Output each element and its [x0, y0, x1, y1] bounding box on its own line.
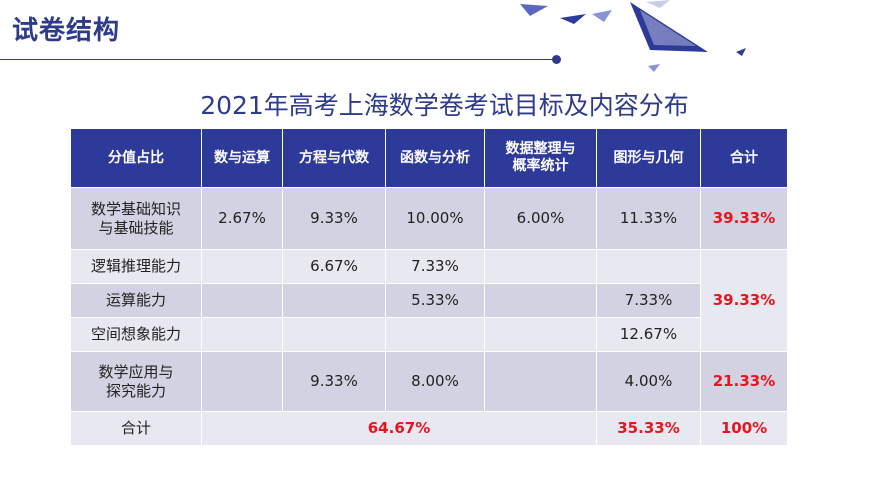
score-distribution-table: 分值占比 数与运算 方程与代数 函数与分析 数据整理与 概率统计 图形与几何 合… — [70, 128, 788, 446]
table-cell — [484, 283, 597, 318]
table-cell — [484, 249, 597, 284]
deco-triangle-small-1 — [520, 4, 548, 16]
deco-triangle-small-3 — [592, 10, 612, 22]
table-cell: 12.67% — [596, 317, 701, 352]
deco-triangle-small-2 — [560, 14, 586, 24]
table-cell — [201, 249, 283, 284]
header-divider — [0, 59, 560, 60]
header-cell: 分值占比 — [70, 128, 202, 188]
table-cell: 9.33% — [282, 187, 386, 250]
header-cell: 数与运算 — [201, 128, 283, 188]
deco-triangle-small-5 — [736, 48, 746, 56]
table-cell — [484, 317, 597, 352]
row-total: 39.33% — [700, 187, 788, 250]
table-row-sum: 合计 64.67% 35.33% 100% — [70, 411, 788, 446]
header-divider-dot — [552, 55, 561, 64]
table-cell: 2.67% — [201, 187, 283, 250]
decorative-triangles — [520, 0, 746, 72]
header-title: 试卷结构 — [12, 16, 121, 46]
group-total: 39.33% — [700, 249, 788, 352]
table-cell — [282, 283, 386, 318]
table-row: 数学基础知识 与基础技能 2.67% 9.33% 10.00% 6.00% 11… — [70, 187, 788, 250]
header-cell: 函数与分析 — [385, 128, 485, 188]
sum-cell: 35.33% — [596, 411, 701, 446]
row-label: 数学应用与 探究能力 — [70, 351, 202, 412]
table-row: 逻辑推理能力 6.67% 7.33% 39.33% — [70, 249, 788, 352]
table-cell: 7.33% — [385, 249, 485, 284]
table-cell — [201, 283, 283, 318]
deco-triangle-small-6 — [648, 64, 660, 72]
row-label: 逻辑推理能力 — [70, 249, 202, 284]
table-row: 空间想象能力 12.67% — [70, 317, 788, 352]
table-cell: 5.33% — [385, 283, 485, 318]
row-label: 运算能力 — [70, 283, 202, 318]
table-cell: 6.67% — [282, 249, 386, 284]
header-cell: 图形与几何 — [596, 128, 701, 188]
table-header-row: 分值占比 数与运算 方程与代数 函数与分析 数据整理与 概率统计 图形与几何 合… — [70, 128, 788, 188]
table-row: 数学应用与 探究能力 9.33% 8.00% 4.00% 21.33% — [70, 351, 788, 412]
table-cell — [484, 351, 597, 412]
row-label: 数学基础知识 与基础技能 — [70, 187, 202, 250]
table-cell: 10.00% — [385, 187, 485, 250]
table-cell — [201, 317, 283, 352]
grand-total: 100% — [700, 411, 788, 446]
table-cell: 6.00% — [484, 187, 597, 250]
main-title: 2021年高考上海数学卷考试目标及内容分布 — [200, 91, 689, 120]
table-cell: 8.00% — [385, 351, 485, 412]
row-label: 合计 — [70, 411, 202, 446]
header-cell: 方程与代数 — [282, 128, 386, 188]
row-total: 21.33% — [700, 351, 788, 412]
table-cell: 11.33% — [596, 187, 701, 250]
table-cell: 7.33% — [596, 283, 701, 318]
table-row: 运算能力 5.33% 7.33% — [70, 283, 788, 318]
deco-triangle-large — [630, 2, 708, 52]
header-cell: 合计 — [700, 128, 788, 188]
header-cell: 数据整理与 概率统计 — [484, 128, 597, 188]
deco-triangle-large-inner — [640, 10, 696, 46]
table-cell — [201, 351, 283, 412]
table-cell: 4.00% — [596, 351, 701, 412]
sum-cell: 64.67% — [201, 411, 597, 446]
table-cell — [596, 249, 701, 284]
table-cell — [282, 317, 386, 352]
row-label: 空间想象能力 — [70, 317, 202, 352]
table-cell: 9.33% — [282, 351, 386, 412]
table-cell — [385, 317, 485, 352]
deco-triangle-small-4 — [646, 0, 670, 8]
